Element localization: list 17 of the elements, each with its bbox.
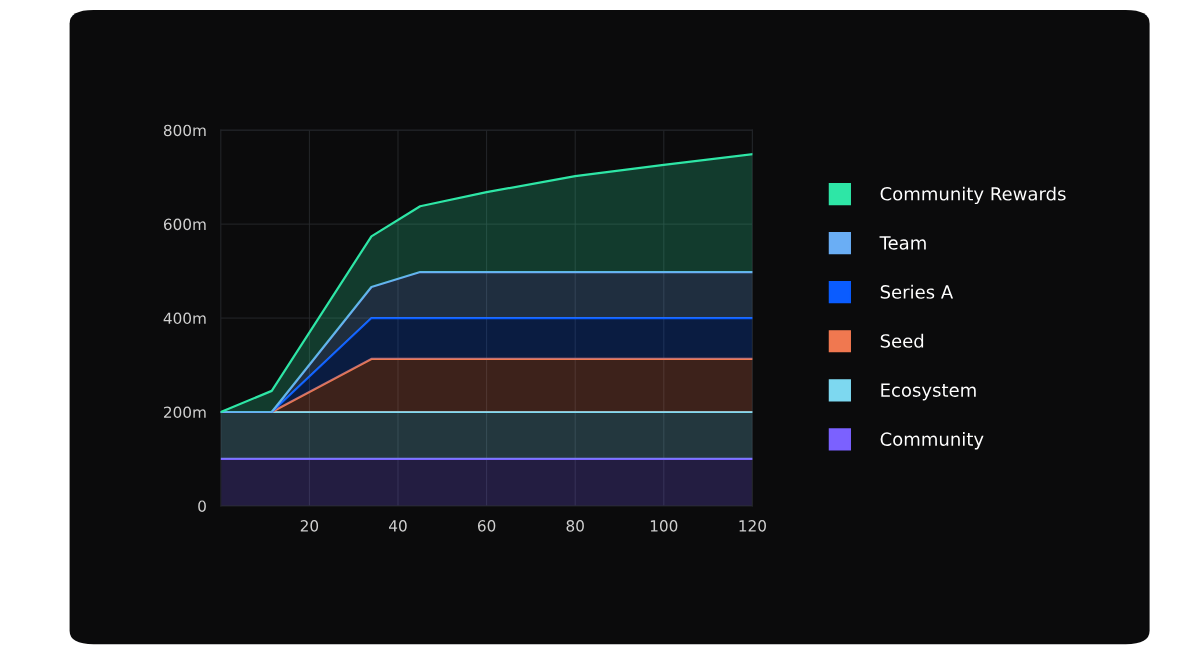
x-tick-label: 100 <box>650 520 678 532</box>
y-tick-label: 800m <box>163 124 206 137</box>
x-tick-label: 80 <box>566 520 584 532</box>
y-tick-label: 400m <box>163 312 206 325</box>
legend-label: Community Rewards <box>880 186 1066 205</box>
x-tick-label: 20 <box>300 520 319 532</box>
x-tick-label: 40 <box>389 520 407 532</box>
y-tick-label: 0 <box>198 500 206 512</box>
legend-label: Seed <box>880 333 924 348</box>
y-tick-label: 600m <box>163 218 206 231</box>
y-tick-label: 200m <box>163 406 206 419</box>
legend-label: Series A <box>880 284 954 299</box>
legend-label: Team <box>879 236 926 250</box>
legend-label: Community <box>880 432 984 450</box>
x-tick-label: 120 <box>739 520 766 532</box>
legend-label: Ecosystem <box>881 383 976 401</box>
x-tick-label: 60 <box>477 520 496 532</box>
